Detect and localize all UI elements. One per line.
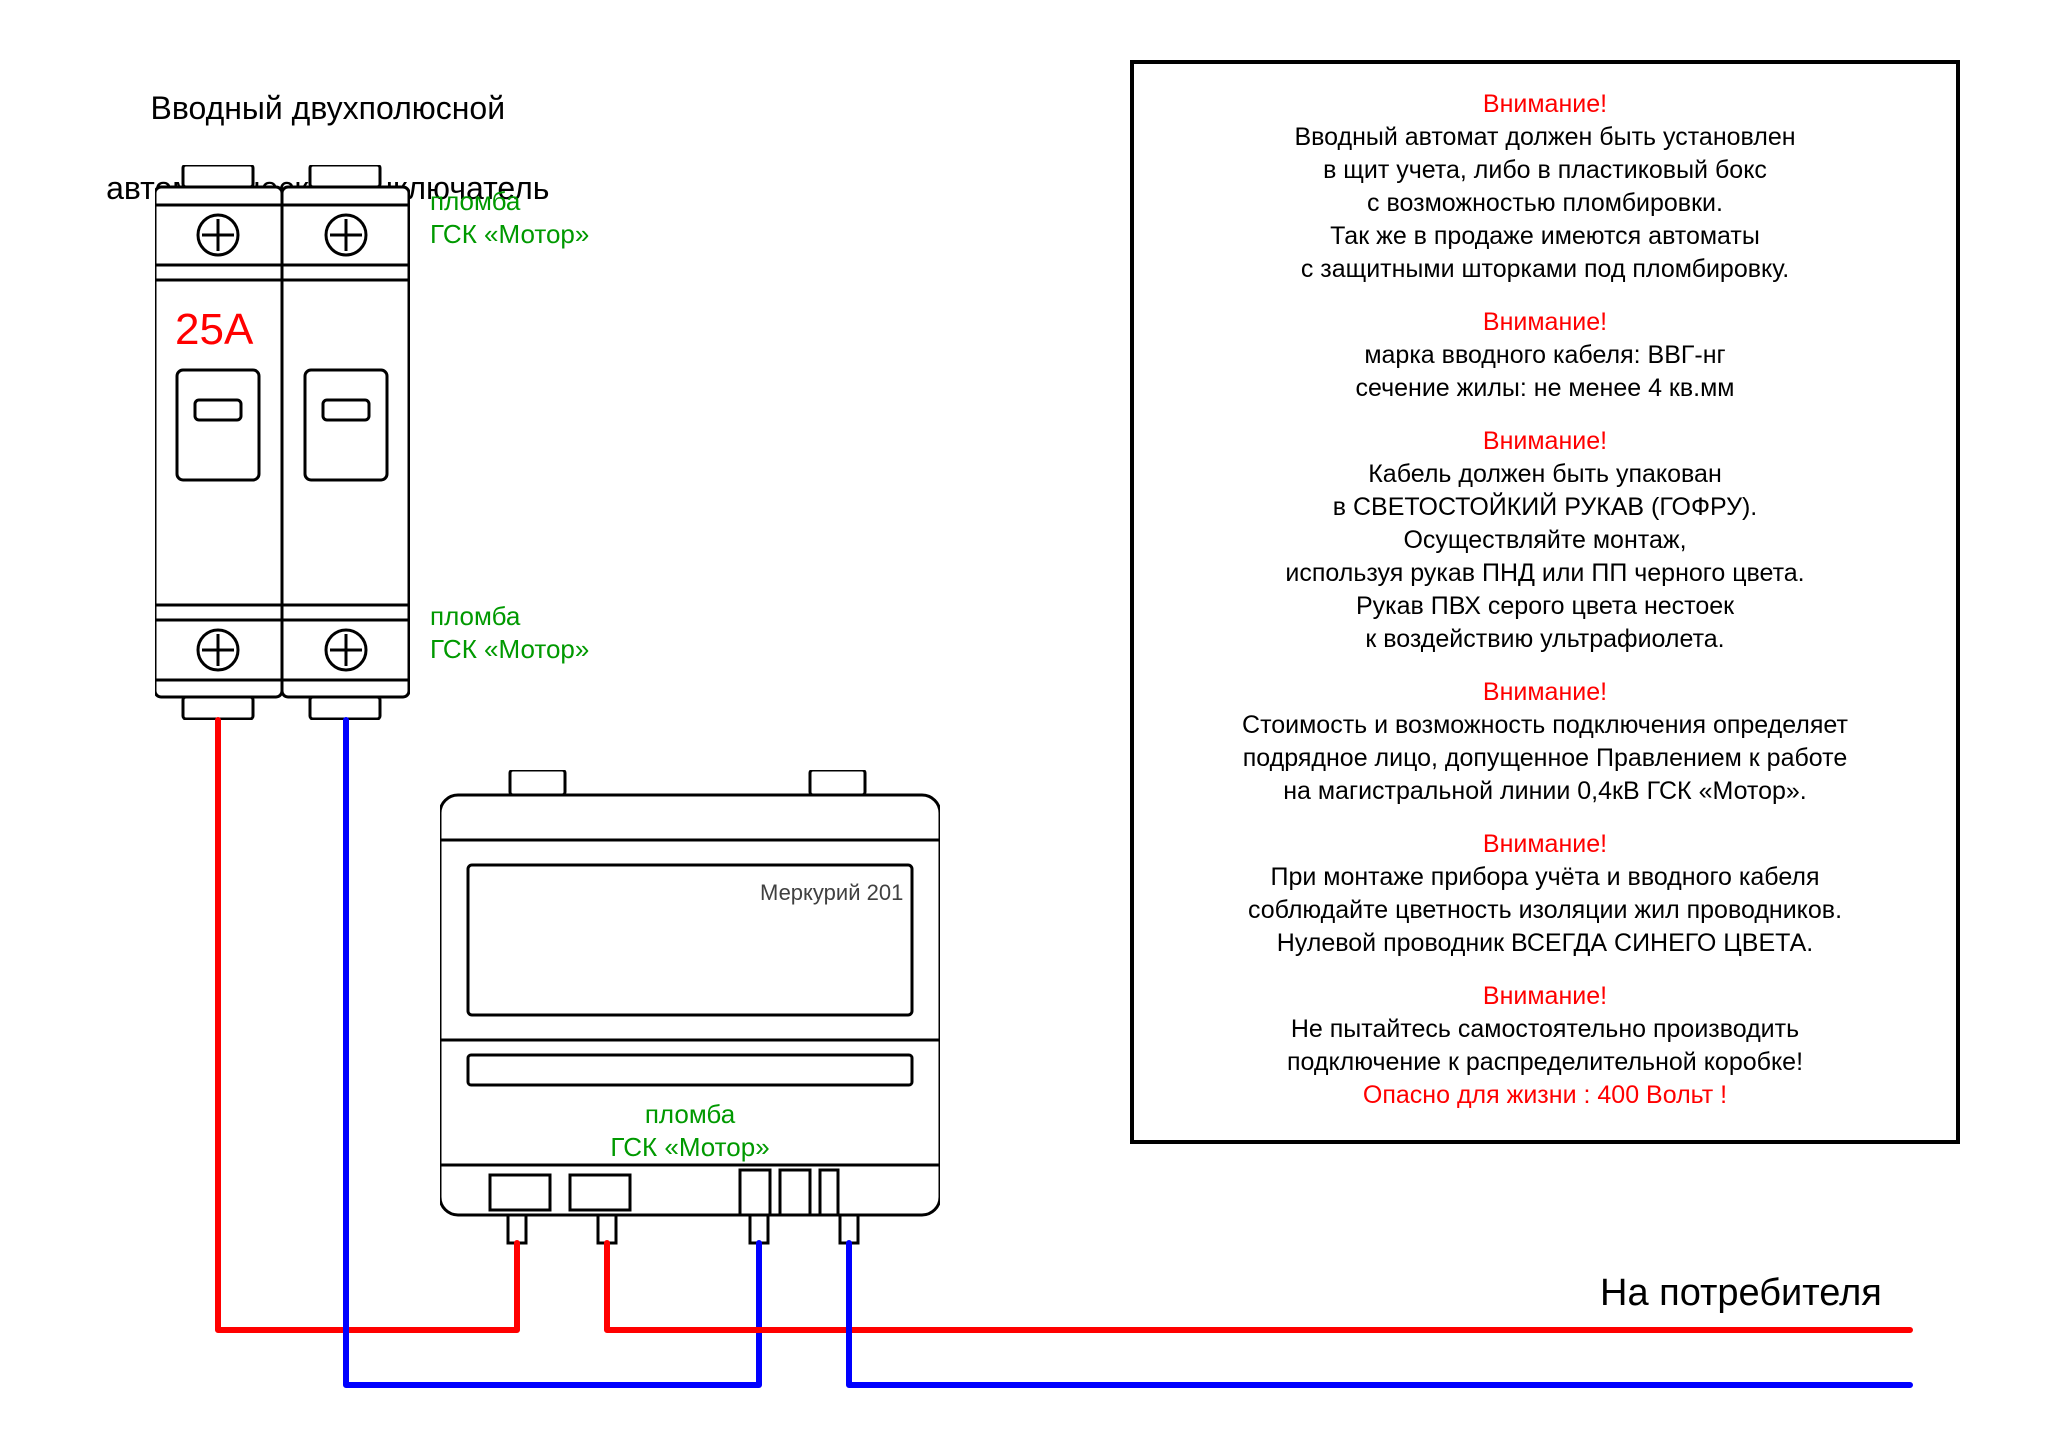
notice-box: Внимание!Вводный автомат должен быть уст… <box>1130 60 1960 1144</box>
breaker-seal-top: пломба ГСК «Мотор» <box>430 185 589 250</box>
diagram-canvas: Вводный двухполюсной автоматический выкл… <box>0 0 2048 1448</box>
notice-line: в щит учета, либо в пластиковый бокс <box>1170 154 1920 187</box>
notice-line: Рукав ПВХ серого цвета нестоек <box>1170 590 1920 623</box>
notice-line: Нулевой проводник ВСЕГДА СИНЕГО ЦВЕТА. <box>1170 927 1920 960</box>
meter-seal: пломба ГСК «Мотор» <box>580 1098 800 1163</box>
notice-line: Осуществляйте монтаж, <box>1170 524 1920 557</box>
notice-line: используя рукав ПНД или ПП черного цвета… <box>1170 557 1920 590</box>
notice-danger: Опасно для жизни : 400 Вольт ! <box>1170 1079 1920 1112</box>
notice-line: марка вводного кабеля: ВВГ-нг <box>1170 339 1920 372</box>
notice-line: Вводный автомат должен быть установлен <box>1170 121 1920 154</box>
notice-heading: Внимание! <box>1170 425 1920 458</box>
notice-heading: Внимание! <box>1170 306 1920 339</box>
meter-model-label: Меркурий 201 <box>760 880 903 906</box>
notice-heading: Внимание! <box>1170 676 1920 709</box>
notice-line: Кабель должен быть упакован <box>1170 458 1920 491</box>
notice-line: Не пытайтесь самостоятельно производить <box>1170 1013 1920 1046</box>
notice-line: к воздействию ультрафиолета. <box>1170 623 1920 656</box>
notice-heading: Внимание! <box>1170 828 1920 861</box>
notice-line: Так же в продаже имеются автоматы <box>1170 220 1920 253</box>
breaker-rating: 25А <box>175 305 253 355</box>
consumer-label: На потребителя <box>1600 1272 1882 1315</box>
notice-line: Стоимость и возможность подключения опре… <box>1170 709 1920 742</box>
notice-heading: Внимание! <box>1170 88 1920 121</box>
notice-line: подрядное лицо, допущенное Правлением к … <box>1170 742 1920 775</box>
circuit-breaker <box>155 165 410 720</box>
notice-line: При монтаже прибора учёта и вводного каб… <box>1170 861 1920 894</box>
notice-line: соблюдайте цветность изоляции жил провод… <box>1170 894 1920 927</box>
notice-line: с защитными шторками под пломбировку. <box>1170 253 1920 286</box>
notice-heading: Внимание! <box>1170 980 1920 1013</box>
notice-line: сечение жилы: не менее 4 кв.мм <box>1170 372 1920 405</box>
title-line1: Вводный двухполюсной <box>150 90 505 126</box>
notice-line: на магистральной линии 0,4кВ ГСК «Мотор»… <box>1170 775 1920 808</box>
energy-meter <box>440 770 940 1245</box>
notice-line: подключение к распределительной коробке! <box>1170 1046 1920 1079</box>
breaker-seal-bottom: пломба ГСК «Мотор» <box>430 600 589 665</box>
notice-line: с возможностью пломбировки. <box>1170 187 1920 220</box>
notice-line: в СВЕТОСТОЙКИЙ РУКАВ (ГОФРУ). <box>1170 491 1920 524</box>
